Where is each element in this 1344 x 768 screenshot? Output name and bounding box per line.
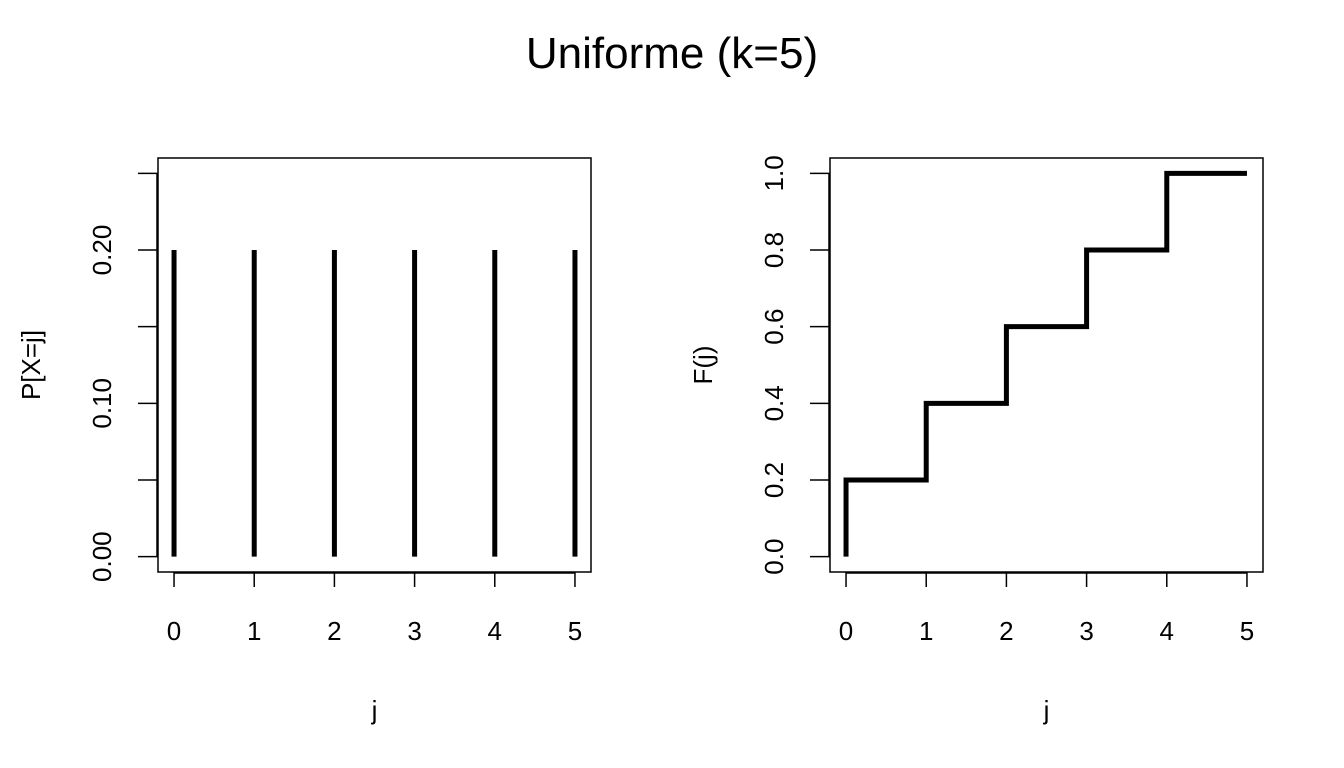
x-tick-label: 3 [1079,616,1093,646]
y-tick-label: 0.0 [759,539,789,575]
x-tick-label: 1 [919,616,933,646]
y-tick-label: 0.20 [87,225,117,276]
y-tick-label: 0.8 [759,232,789,268]
x-tick-label: 0 [839,616,853,646]
y-tick-label: 0.2 [759,462,789,498]
x-tick-label: 4 [1160,616,1174,646]
plot-frame [829,157,1264,573]
x-tick-label: 2 [999,616,1013,646]
x-tick-label: 0 [167,616,181,646]
y-tick-label: 0.10 [87,378,117,429]
x-axis-label: j [1043,695,1050,725]
x-tick-label: 4 [488,616,502,646]
x-tick-label: 3 [407,616,421,646]
x-tick-label: 5 [1240,616,1254,646]
y-tick-label: 0.6 [759,309,789,345]
y-tick-label: 0.00 [87,531,117,582]
x-tick-label: 1 [247,616,261,646]
plot-frame [157,157,592,573]
x-tick-label: 5 [568,616,582,646]
figure-title: Uniforme (k=5) [526,29,818,78]
x-axis-label: j [371,695,378,725]
y-tick-label: 0.4 [759,385,789,421]
cdf-step-line [843,170,1247,557]
pmf-panel: 0 1 2 3 4 5 0.00 0.10 0.20 j P[X=j] [16,157,592,725]
cdf-panel: 0 1 2 3 4 5 0.0 0.2 0.4 0.6 0.8 1.0 j F(j) [688,155,1264,725]
x-tick-label: 2 [327,616,341,646]
y-axis-label: P[X=j] [16,330,46,400]
y-tick-label: 1.0 [759,155,789,191]
y-axis-label: F(j) [688,346,718,385]
